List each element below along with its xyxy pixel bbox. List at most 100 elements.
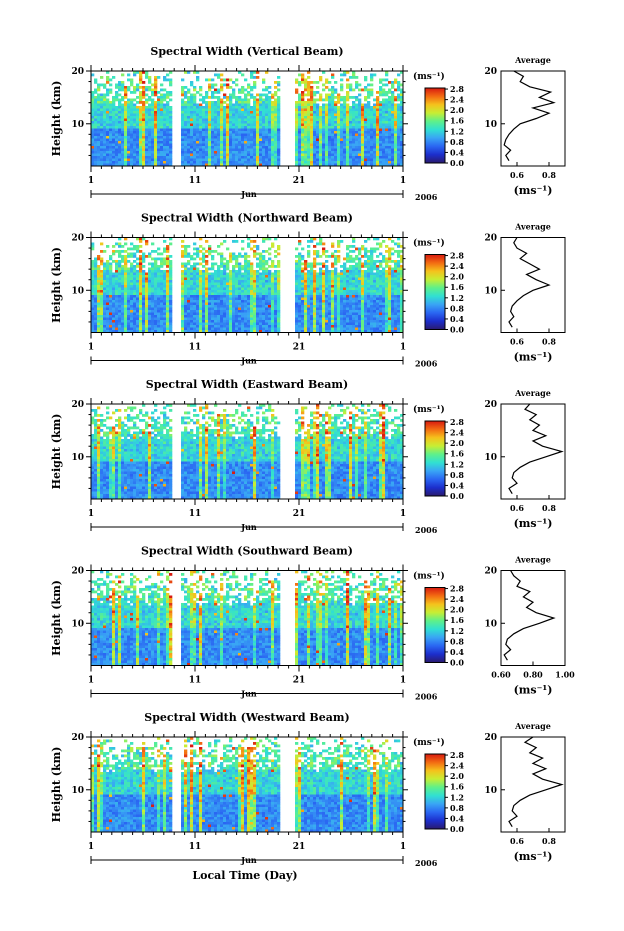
x-tick-label: 11 (189, 176, 202, 186)
colorbar-tick-label: 1.2 (450, 293, 464, 303)
y-axis: 10 20 (71, 733, 408, 822)
x-tick-label: 1 (400, 676, 406, 686)
y-tick-label: 20 (71, 400, 84, 410)
year-label: 2006 (415, 858, 438, 868)
average-x-tick-label: 0.6 (510, 170, 524, 180)
colorbar-tick-label: 1.2 (450, 626, 464, 636)
x-tick-label: 11 (189, 676, 202, 686)
colorbar-tick-label: 2.0 (450, 605, 464, 615)
average-panel: Average 10 20 0.6 0.8 (ms⁻¹) (484, 388, 566, 530)
x-tick-label: 11 (189, 509, 202, 519)
average-unit: (ms⁻¹) (514, 351, 553, 364)
colorbar (424, 87, 446, 164)
y-tick-label: 10 (71, 619, 84, 629)
year-label: 2006 (415, 692, 438, 702)
y-axis-label: Height (km) (50, 81, 63, 157)
average-x-tick-label: 0.6 (510, 337, 524, 347)
month-label: Jun (240, 855, 257, 865)
heatmap-field (91, 404, 404, 500)
heatmap-field (91, 570, 404, 666)
x-axis: 1 11 21 1 (88, 564, 406, 686)
panel-title: Spectral Width (Southward Beam) (141, 545, 353, 558)
colorbar-tick-label: 0.8 (450, 303, 464, 313)
colorbar-tick-label: 2.4 (450, 95, 464, 105)
x-tick-label: 1 (88, 842, 94, 852)
panel-title: Spectral Width (Northward Beam) (141, 212, 353, 225)
colorbar-tick-label: 1.6 (450, 615, 464, 625)
y-axis: 10 20 (71, 567, 408, 656)
colorbar-tick-label: 0.0 (450, 824, 464, 834)
average-panel: Average 10 20 0.6 0.8 (ms⁻¹) (484, 222, 566, 364)
average-unit: (ms⁻¹) (514, 184, 553, 197)
average-panel: Average 10 20 0.6 0.8 (ms⁻¹) (484, 55, 566, 197)
x-axis-label: Local Time (Day) (192, 869, 297, 882)
average-y-tick-label: 20 (484, 234, 497, 244)
colorbar-tick-label: 0.8 (450, 636, 464, 646)
heatmap-field (91, 237, 404, 333)
average-title: Average (514, 55, 551, 65)
month-label: Jun (240, 356, 257, 366)
y-tick-label: 10 (71, 286, 84, 296)
x-tick-label: 1 (400, 343, 406, 353)
average-x-tick-label: 0.8 (542, 836, 556, 846)
colorbar (424, 254, 446, 330)
x-tick-label: 21 (293, 842, 306, 852)
colorbar-tick-label: 2.8 (450, 84, 464, 94)
colorbar-tick-label: 0.8 (450, 470, 464, 480)
colorbar-tick-label: 0.4 (450, 813, 464, 823)
panel-2: Spectral Width (Northward Beam) 10 20 Heigh… (50, 212, 566, 369)
colorbar-tick-label: 0.0 (450, 325, 464, 335)
x-tick-label: 11 (189, 343, 202, 353)
average-x-tick-label: 0.6 (510, 836, 524, 846)
panel-title: Spectral Width (Eastward Beam) (146, 378, 348, 391)
panel-4: Spectral Width (Southward Beam) 10 20 Heigh… (50, 545, 575, 702)
colorbar-tick-label: 1.6 (450, 282, 464, 292)
colorbar-tick-label: 0.8 (450, 137, 464, 147)
x-tick-label: 21 (293, 343, 306, 353)
x-axis: 1 11 21 1 (88, 731, 406, 852)
average-y-tick-label: 10 (484, 120, 497, 130)
y-axis: 10 20 (71, 67, 408, 156)
average-frame (500, 403, 566, 500)
average-unit: (ms⁻¹) (514, 684, 553, 697)
average-frame (500, 237, 566, 333)
colorbar-tick-label: 0.4 (450, 147, 464, 157)
average-frame (500, 70, 566, 167)
average-unit: (ms⁻¹) (514, 850, 553, 863)
colorbar-tick-label: 1.2 (450, 792, 464, 802)
average-x-tick-label: 0.8 (542, 170, 556, 180)
y-tick-label: 10 (71, 453, 84, 463)
x-axis: 1 11 21 1 (88, 231, 406, 353)
heatmap-field (91, 71, 404, 167)
colorbar-unit: (ms⁻¹) (413, 71, 445, 82)
average-y-tick-label: 20 (484, 67, 497, 77)
x-tick-label: 1 (400, 509, 406, 519)
average-y-tick-label: 20 (484, 567, 497, 577)
x-tick-label: 1 (88, 676, 94, 686)
x-axis: 1 11 21 1 (88, 65, 406, 186)
y-axis-label: Height (km) (50, 414, 63, 490)
average-title: Average (514, 222, 551, 232)
average-x-tick-label: 0.8 (542, 337, 556, 347)
colorbar-tick-label: 0.4 (450, 647, 464, 657)
average-y-tick-label: 20 (484, 733, 497, 743)
colorbar-tick-label: 2.0 (450, 272, 464, 282)
y-axis-label: Height (km) (50, 247, 63, 323)
colorbar-tick-label: 2.4 (450, 261, 464, 271)
y-tick-label: 10 (71, 786, 84, 796)
colorbar-tick-label: 2.4 (450, 428, 464, 438)
x-tick-label: 1 (400, 176, 406, 186)
colorbar-unit: (ms⁻¹) (413, 571, 445, 582)
panel-5: Spectral Width (Westward Beam) 10 20 Height… (50, 711, 566, 868)
colorbar-tick-label: 2.8 (450, 417, 464, 427)
colorbar-tick-label: 0.0 (450, 158, 464, 168)
average-y-tick-label: 10 (484, 786, 497, 796)
y-axis-label: Height (km) (50, 580, 63, 656)
colorbar (424, 587, 446, 663)
average-panel: Average 10 20 0.6 0.8 (ms⁻¹) (484, 721, 566, 863)
colorbar-tick-label: 1.2 (450, 126, 464, 136)
colorbar-tick-label: 2.0 (450, 771, 464, 781)
y-axis-label: Height (km) (50, 747, 63, 823)
y-axis: 10 20 (71, 234, 408, 323)
